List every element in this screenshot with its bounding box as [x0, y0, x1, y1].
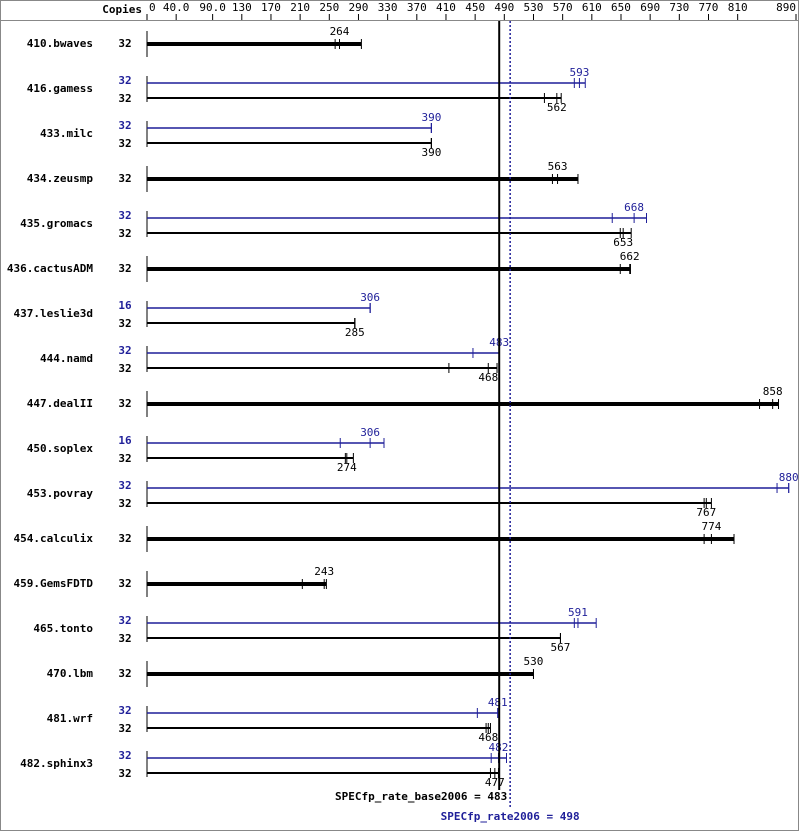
x-tick-label: 810 — [728, 1, 748, 14]
value-label: 306 — [360, 291, 380, 304]
x-tick-label: 530 — [524, 1, 544, 14]
value-label: 563 — [548, 160, 568, 173]
base-copies: 32 — [118, 722, 131, 735]
value-label: 264 — [330, 25, 350, 38]
x-tick-label: 770 — [699, 1, 719, 14]
peak-copies: 32 — [118, 74, 131, 87]
benchmark-name: 459.GemsFDTD — [14, 577, 94, 590]
peak-copies: 32 — [118, 344, 131, 357]
benchmark-name: 453.povray — [27, 487, 94, 500]
benchmark-name: 470.lbm — [47, 667, 94, 680]
x-tick-label: 730 — [669, 1, 689, 14]
value-label: 774 — [701, 520, 721, 533]
x-tick-label: 410 — [436, 1, 456, 14]
x-tick-label: 690 — [640, 1, 660, 14]
base-copies: 32 — [118, 37, 131, 50]
base-copies: 32 — [118, 227, 131, 240]
peak-copies: 16 — [118, 299, 132, 312]
base-copies: 32 — [118, 577, 131, 590]
peak-copies: 32 — [118, 749, 131, 762]
x-tick-label: 570 — [553, 1, 573, 14]
value-label: 477 — [485, 776, 505, 789]
x-tick-label: 610 — [582, 1, 602, 14]
x-tick-label: 330 — [378, 1, 398, 14]
benchmark-name: 436.cactusADM — [7, 262, 93, 275]
base-score-label: SPECfp_rate_base2006 = 483 — [335, 790, 507, 803]
value-label: 567 — [551, 641, 571, 654]
x-tick-label: 170 — [261, 1, 281, 14]
value-label: 468 — [478, 731, 498, 744]
benchmark-name: 454.calculix — [14, 532, 94, 545]
benchmark-name: 433.milc — [40, 127, 93, 140]
base-copies: 32 — [118, 172, 131, 185]
copies-header: Copies — [102, 3, 142, 16]
benchmark-name: 416.gamess — [27, 82, 93, 95]
base-copies: 32 — [118, 362, 131, 375]
value-label: 306 — [360, 426, 380, 439]
x-tick-label: 290 — [349, 1, 369, 14]
value-label: 468 — [478, 371, 498, 384]
benchmark-name: 410.bwaves — [27, 37, 93, 50]
x-tick-label: 130 — [232, 1, 252, 14]
base-copies: 32 — [118, 397, 131, 410]
benchmark-name: 465.tonto — [33, 622, 93, 635]
value-label: 390 — [421, 111, 441, 124]
benchmark-name: 437.leslie3d — [14, 307, 93, 320]
peak-score-label: SPECfp_rate2006 = 498 — [441, 810, 580, 823]
benchmark-name: 434.zeusmp — [27, 172, 94, 185]
value-label: 530 — [524, 655, 544, 668]
x-tick-label: 0 — [149, 1, 156, 14]
peak-copies: 32 — [118, 209, 131, 222]
value-label: 285 — [345, 326, 365, 339]
value-label: 653 — [613, 236, 633, 249]
base-copies: 32 — [118, 532, 131, 545]
peak-copies: 32 — [118, 614, 131, 627]
x-tick-label: 370 — [407, 1, 427, 14]
base-copies: 32 — [118, 317, 131, 330]
value-label: 662 — [620, 250, 640, 263]
peak-copies: 32 — [118, 119, 131, 132]
value-label: 562 — [547, 101, 567, 114]
value-label: 274 — [337, 461, 357, 474]
base-copies: 32 — [118, 92, 131, 105]
x-tick-label: 450 — [465, 1, 485, 14]
x-tick-label: 250 — [319, 1, 339, 14]
value-label: 858 — [763, 385, 783, 398]
x-tick-label: 40.0 — [163, 1, 190, 14]
base-copies: 32 — [118, 667, 131, 680]
benchmark-name: 444.namd — [40, 352, 93, 365]
x-tick-label: 210 — [290, 1, 310, 14]
peak-copies: 32 — [118, 704, 131, 717]
benchmark-name: 447.dealII — [27, 397, 93, 410]
base-copies: 32 — [118, 632, 131, 645]
benchmark-name: 482.sphinx3 — [20, 757, 93, 770]
value-label: 591 — [568, 606, 588, 619]
benchmark-name: 450.soplex — [27, 442, 94, 455]
value-label: 593 — [569, 66, 589, 79]
benchmark-name: 481.wrf — [47, 712, 93, 725]
value-label: 767 — [696, 506, 716, 519]
value-label: 668 — [624, 201, 644, 214]
base-copies: 32 — [118, 497, 131, 510]
peak-copies: 32 — [118, 479, 131, 492]
x-tick-label: 650 — [611, 1, 631, 14]
value-label: 243 — [314, 565, 334, 578]
peak-copies: 16 — [118, 434, 132, 447]
value-label: 481 — [488, 696, 508, 709]
value-label: 880 — [779, 471, 799, 484]
x-tick-label: 890 — [776, 1, 796, 14]
x-tick-label: 490 — [494, 1, 514, 14]
x-tick-label: 90.0 — [199, 1, 226, 14]
base-copies: 32 — [118, 452, 131, 465]
base-copies: 32 — [118, 262, 131, 275]
base-copies: 32 — [118, 137, 131, 150]
base-copies: 32 — [118, 767, 131, 780]
value-label: 390 — [421, 146, 441, 159]
benchmark-name: 435.gromacs — [20, 217, 93, 230]
